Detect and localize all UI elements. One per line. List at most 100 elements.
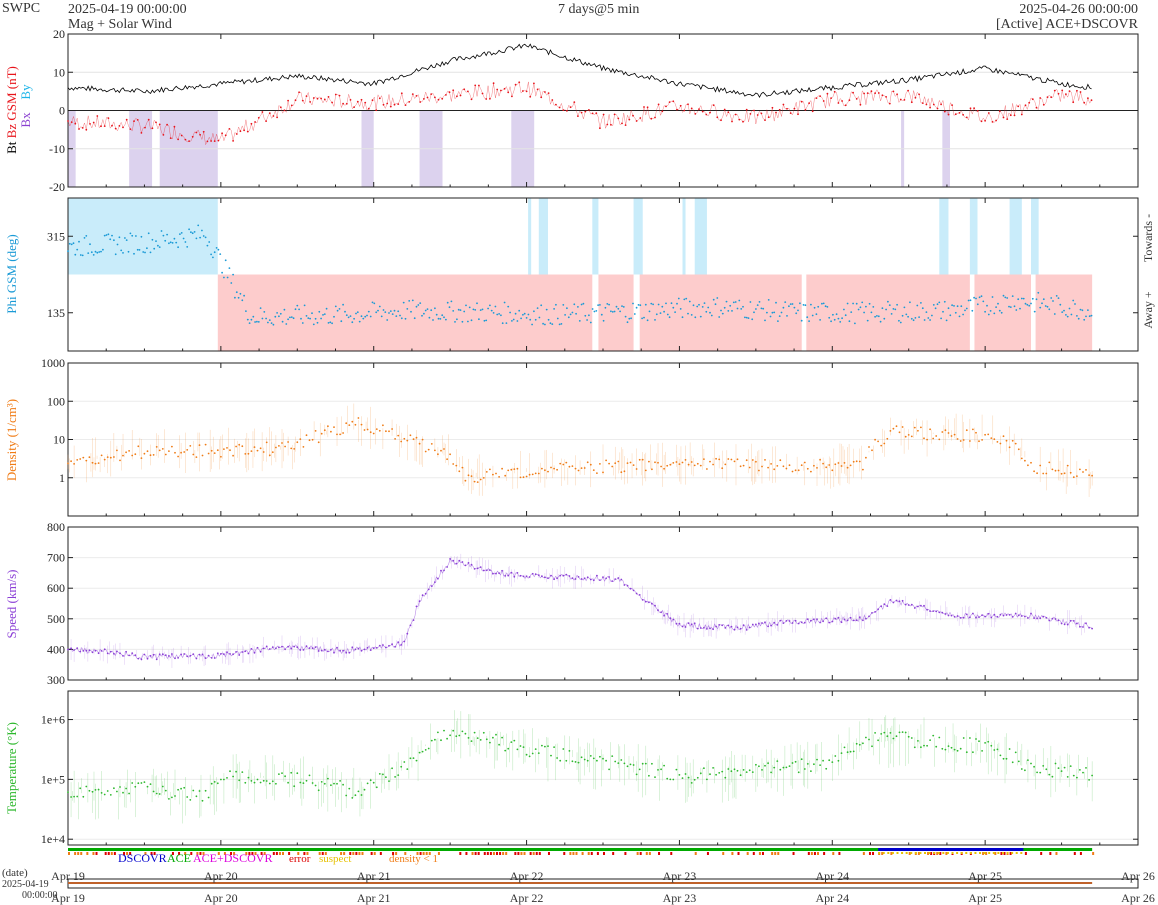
phi-point: [446, 301, 449, 304]
bz-point: [1042, 103, 1045, 106]
temperature-point: [715, 773, 717, 776]
bz-point: [423, 98, 425, 100]
speed-point: [901, 599, 904, 602]
xtick-label-lower: Apr 26: [1121, 891, 1155, 905]
bz-point: [529, 95, 532, 98]
bz-point: [85, 128, 88, 131]
phi-point: [973, 296, 975, 299]
temperature-point: [128, 792, 131, 795]
density-point: [770, 463, 772, 465]
phi-point: [1061, 311, 1064, 313]
speed-point: [235, 651, 238, 653]
phi-point: [965, 307, 968, 310]
temperature-point: [709, 773, 711, 776]
bz-point: [855, 98, 858, 100]
phi-point: [751, 318, 754, 321]
density-point: [336, 433, 338, 436]
speed-point: [434, 581, 436, 583]
density-point: [617, 460, 620, 463]
speed-point: [990, 616, 993, 619]
phi-point: [279, 312, 282, 315]
phi-point: [479, 309, 482, 311]
status-suspect-flag: [1001, 852, 1004, 854]
phi-point: [322, 314, 324, 316]
speed-point: [1076, 622, 1078, 625]
temperature-point: [895, 735, 898, 738]
status-flag: [150, 852, 153, 855]
phi-point: [1053, 313, 1056, 315]
temperature-point: [831, 761, 834, 763]
phi-point: [164, 239, 167, 242]
density-point: [265, 441, 268, 444]
phi-point: [349, 315, 352, 317]
phi-point: [443, 316, 445, 319]
phi-point: [890, 313, 893, 315]
phi-point: [490, 309, 493, 312]
phi-point: [688, 300, 691, 303]
phi-point: [769, 315, 772, 318]
speed-point: [1033, 617, 1035, 619]
temperature-point: [565, 759, 568, 762]
phi-point: [1072, 299, 1075, 302]
temperature-point: [648, 774, 650, 777]
density-point: [168, 450, 170, 452]
density-point: [241, 445, 244, 448]
bz-point: [136, 119, 139, 121]
bz-point: [162, 134, 165, 136]
phi-point: [175, 241, 178, 244]
speed-point: [314, 646, 317, 648]
temperature-point: [865, 736, 867, 739]
phi-point: [1079, 308, 1082, 311]
status-dscovr-bar: [878, 848, 1024, 851]
speed-point: [1079, 625, 1081, 628]
density-point: [1082, 471, 1084, 473]
status-flag: [1000, 852, 1003, 855]
temperature-point: [446, 737, 448, 740]
phi-point: [68, 242, 71, 245]
speed-point: [116, 650, 118, 653]
phi-point: [1026, 303, 1029, 306]
status-flag: [422, 852, 425, 855]
temperature-point: [284, 775, 286, 778]
phi-point: [424, 309, 427, 312]
density-point: [458, 470, 461, 473]
density-point: [492, 473, 494, 476]
temperature-point: [262, 779, 265, 782]
mag-ytick-label: 10: [53, 65, 65, 79]
bz-point: [312, 97, 315, 99]
phi-point: [567, 316, 570, 319]
xtick-label-upper: Apr 19: [51, 869, 85, 883]
status-suspect-flag: [933, 852, 936, 854]
speed-point: [715, 625, 717, 628]
bz-point: [89, 123, 91, 125]
density-point: [733, 460, 736, 463]
status-flag: [1055, 852, 1058, 855]
bz-point: [665, 105, 667, 108]
phi-point: [166, 233, 169, 236]
density-point: [959, 440, 962, 442]
bz-point: [125, 118, 128, 121]
density-point: [739, 465, 742, 468]
bz-point: [1039, 97, 1042, 99]
phi-point: [386, 319, 389, 321]
speed-point: [810, 619, 812, 622]
phi-point: [1052, 300, 1054, 302]
temperature-point: [678, 774, 681, 776]
speed-point: [935, 610, 938, 613]
phi-point: [639, 304, 642, 307]
phi-point: [151, 238, 154, 241]
phi-gap: [592, 274, 599, 351]
density-point: [259, 447, 262, 450]
phi-point: [520, 317, 522, 320]
status-flag: [569, 852, 572, 855]
speed-point: [1036, 617, 1038, 620]
speed-point: [825, 617, 828, 620]
phi-point: [268, 319, 271, 321]
temperature-point: [339, 780, 341, 782]
temperature-point: [663, 764, 665, 767]
speed-point: [345, 651, 348, 654]
phi-point: [901, 314, 904, 317]
bz-point: [404, 104, 407, 106]
density-point: [831, 469, 834, 472]
speed-point: [666, 613, 669, 615]
